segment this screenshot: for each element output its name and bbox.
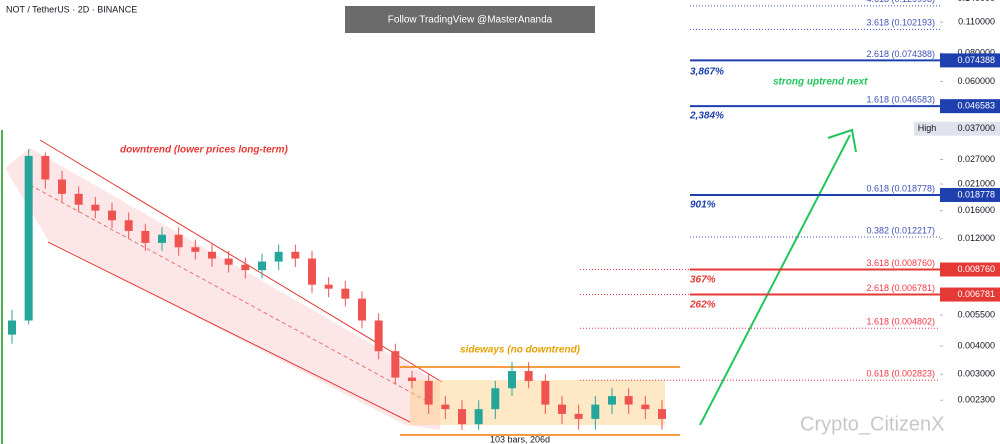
candle-body (224, 258, 233, 265)
price-tag (940, 187, 1000, 202)
y-tick-label: 0.012000 (957, 233, 995, 243)
candle-body (574, 413, 583, 419)
candle-body (24, 155, 33, 321)
candle-body (474, 409, 483, 425)
y-tick-label: 0.021000 (957, 178, 995, 188)
candle-body (308, 258, 316, 285)
candle-body (424, 381, 433, 405)
candle-body (241, 264, 250, 271)
y-tick-label: 0.140000 (957, 0, 995, 3)
fib-label: 3.618 (0.102193) (866, 18, 935, 28)
candle-body (608, 396, 616, 405)
watermark: Crypto_CitizenX (800, 413, 945, 435)
uptrend-arrow (699, 134, 851, 426)
candle-body (591, 404, 600, 419)
fib-label: 2.618 (0.006781) (866, 283, 935, 293)
y-tick-label: 0.002300 (957, 395, 995, 405)
candle-body (258, 261, 266, 271)
candle-body (191, 247, 200, 252)
candle-body (324, 284, 333, 289)
candle-body (41, 155, 50, 180)
gain-label: 2,384% (689, 111, 724, 122)
price-tag (940, 287, 1000, 302)
price-tag (940, 121, 1000, 136)
candle-body (91, 204, 100, 211)
candle-body (508, 371, 516, 389)
tag-name-box (914, 121, 940, 136)
candle-body (558, 404, 566, 414)
candle-body (441, 404, 450, 410)
candle-body (208, 251, 216, 259)
price-tag-label: 0.074388 (957, 55, 995, 65)
candle-body (141, 230, 150, 243)
candle-body (458, 409, 466, 425)
gain-label: 262% (689, 300, 716, 311)
candle-body (124, 220, 133, 231)
gain-label: 367% (690, 275, 716, 286)
downtrend-label: downtrend (lower prices long-term) (120, 145, 288, 156)
y-tick-label: 0.004000 (957, 341, 995, 351)
candle-body (341, 288, 350, 299)
banner-box (345, 6, 595, 33)
price-tag (940, 262, 1000, 277)
fib-label: 1.618 (0.046583) (866, 95, 935, 105)
sideways-label: sideways (no downtrend) (460, 345, 581, 356)
candle-body (58, 179, 66, 194)
uptrend-label: strong uptrend next (773, 77, 868, 88)
candle-body (174, 234, 183, 248)
sideways-box (410, 380, 665, 425)
candle-body (291, 251, 300, 259)
fib-label: 0.618 (0.002823) (866, 369, 935, 379)
range-label: 103 bars, 206d (490, 434, 550, 444)
candle-body (158, 234, 166, 243)
price-tag-label: 0.037000 (957, 123, 995, 133)
arrow-head (827, 128, 857, 153)
y-tick-label: 0.060000 (957, 76, 995, 86)
y-tick-label: 0.005500 (957, 309, 995, 319)
y-tick-label: 0.003000 (957, 369, 995, 379)
candle-body (391, 351, 400, 378)
price-tag-label: 0.008760 (957, 264, 995, 274)
symbol-title: NOT / TetherUS · 2D · BINANCE (6, 4, 137, 14)
candle-body (374, 320, 383, 352)
fib-label: 0.618 (0.018778) (866, 183, 935, 193)
y-tick-label: 0.110000 (958, 17, 995, 27)
candle-body (274, 251, 283, 262)
candle-body (408, 377, 416, 382)
fib-label: 2.618 (0.074388) (866, 49, 935, 59)
candle-body (358, 298, 366, 321)
candle-body (8, 320, 16, 335)
fib-label: 3.618 (0.008760) (866, 258, 935, 268)
gain-label: 3,867% (690, 67, 724, 78)
tag-name: High (918, 123, 937, 133)
candle-body (658, 409, 666, 419)
banner: Follow TradingView @MasterAnanda (388, 15, 553, 26)
price-tag (940, 99, 1000, 114)
candle-body (524, 371, 533, 382)
channel-mid (29, 184, 426, 401)
y-tick-label: 0.016000 (957, 205, 995, 215)
y-tick-label: 0.027000 (957, 154, 995, 164)
fib-label: 4.618 (0.129998) (866, 0, 935, 4)
candle-body (641, 404, 650, 410)
gain-label: 901% (690, 200, 716, 211)
fib-label: 1.618 (0.004802) (866, 317, 935, 327)
candle-body (491, 388, 500, 410)
channel-lower (47, 241, 411, 423)
price-axis (940, 0, 1000, 444)
price-tag (940, 53, 1000, 68)
fib-label: 0.382 (0.012217) (866, 225, 935, 235)
candle-body (541, 381, 550, 405)
price-tag-label: 0.046583 (957, 101, 995, 111)
price-tag-label: 0.018778 (957, 189, 995, 199)
candle-body (108, 210, 116, 221)
candle-body (74, 193, 83, 205)
price-tag-label: 0.006781 (957, 289, 995, 299)
candle-body (624, 396, 633, 405)
y-tick-label: 0.080000 (957, 48, 995, 58)
